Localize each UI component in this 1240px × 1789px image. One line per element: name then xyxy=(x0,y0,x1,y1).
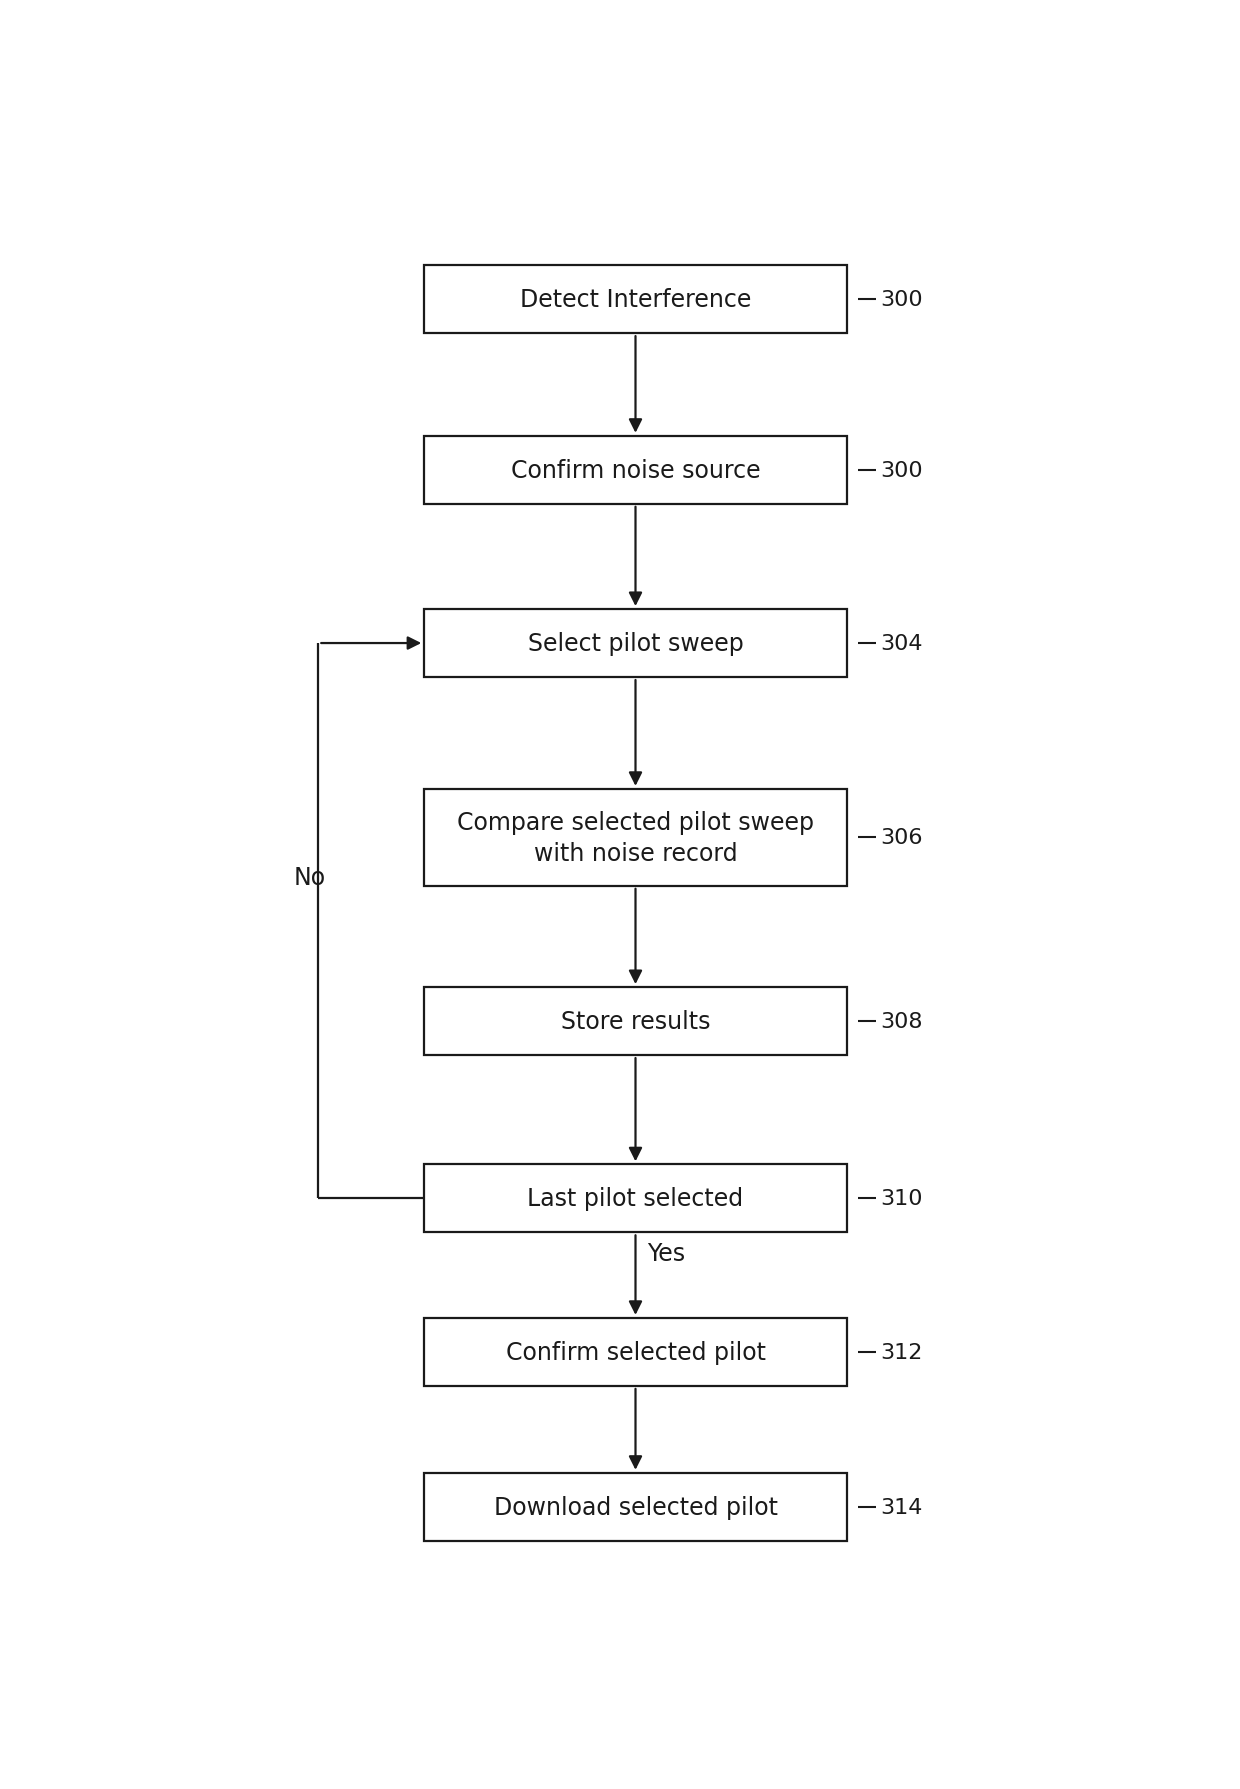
Text: 314: 314 xyxy=(880,1497,923,1517)
Text: Select pilot sweep: Select pilot sweep xyxy=(528,632,743,657)
FancyBboxPatch shape xyxy=(424,437,847,504)
Text: 312: 312 xyxy=(880,1342,923,1361)
Text: 300: 300 xyxy=(880,460,923,481)
Text: Yes: Yes xyxy=(647,1242,686,1267)
Text: 310: 310 xyxy=(880,1188,923,1209)
Text: Confirm noise source: Confirm noise source xyxy=(511,458,760,483)
Text: 304: 304 xyxy=(880,633,923,653)
FancyBboxPatch shape xyxy=(424,789,847,886)
Text: 306: 306 xyxy=(880,828,923,848)
Text: Compare selected pilot sweep
with noise record: Compare selected pilot sweep with noise … xyxy=(458,810,813,866)
FancyBboxPatch shape xyxy=(424,1472,847,1540)
Text: 300: 300 xyxy=(880,290,923,309)
FancyBboxPatch shape xyxy=(424,988,847,1056)
Text: Store results: Store results xyxy=(560,1009,711,1034)
FancyBboxPatch shape xyxy=(424,610,847,678)
Text: 308: 308 xyxy=(880,1011,923,1032)
Text: Detect Interference: Detect Interference xyxy=(520,288,751,311)
Text: Confirm selected pilot: Confirm selected pilot xyxy=(506,1340,765,1365)
FancyBboxPatch shape xyxy=(424,1165,847,1233)
Text: No: No xyxy=(294,866,326,889)
Text: Last pilot selected: Last pilot selected xyxy=(527,1186,744,1211)
FancyBboxPatch shape xyxy=(424,1318,847,1386)
FancyBboxPatch shape xyxy=(424,267,847,335)
Text: Download selected pilot: Download selected pilot xyxy=(494,1496,777,1519)
